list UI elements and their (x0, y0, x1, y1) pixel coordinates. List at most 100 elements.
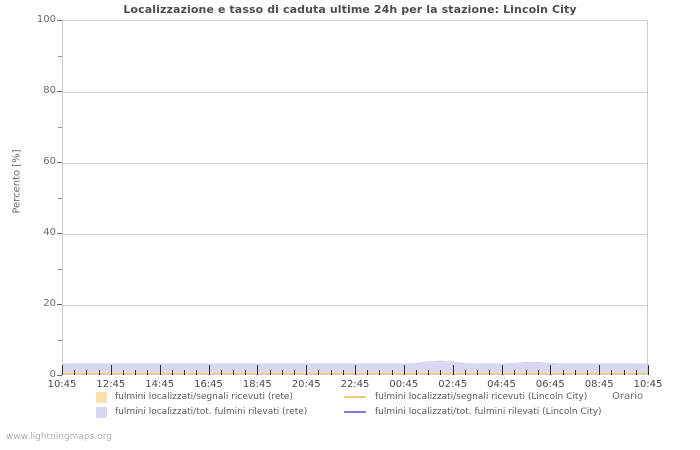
y-major-tick (57, 20, 62, 21)
x-minor-tick (477, 370, 478, 375)
watermark: www.lightningmaps.org (6, 432, 112, 442)
x-minor-tick (196, 370, 197, 375)
y-tick-label: 60 (43, 156, 56, 167)
x-minor-tick (74, 370, 75, 375)
x-major-tick (648, 365, 649, 375)
legend-row: fulmini localizzati/tot. fulmini rilevat… (96, 405, 616, 419)
legend-entry[interactable]: fulmini localizzati/segnali ricevuti (re… (96, 390, 293, 404)
x-tick-label: 18:45 (242, 379, 272, 390)
x-minor-tick (416, 370, 417, 375)
x-minor-tick (636, 370, 637, 375)
y-tick-label: 40 (43, 227, 56, 238)
x-major-tick (599, 365, 600, 375)
legend-label: fulmini localizzati/tot. fulmini rilevat… (115, 406, 308, 417)
y-major-tick (57, 91, 62, 92)
y-tick-label: 0 (49, 369, 56, 380)
series-layer (63, 360, 647, 374)
x-minor-tick (563, 370, 564, 375)
x-major-tick (257, 365, 258, 375)
x-major-tick (550, 365, 551, 375)
y-major-tick (57, 233, 62, 234)
x-tick-label: 08:45 (584, 379, 614, 390)
x-major-tick (62, 365, 63, 375)
y-tick-label: 20 (43, 298, 56, 309)
x-tick-label: 00:45 (389, 379, 419, 390)
x-tick-label: 02:45 (438, 379, 468, 390)
x-minor-tick (123, 370, 124, 375)
x-minor-tick (294, 370, 295, 375)
y-minor-tick (58, 268, 62, 270)
x-minor-tick (526, 370, 527, 375)
y-axis-title: Percento [%] (11, 149, 23, 214)
x-minor-tick (379, 370, 380, 375)
x-tick-label: 10:45 (633, 379, 663, 390)
x-minor-tick (184, 370, 185, 375)
x-minor-tick (465, 370, 466, 375)
x-minor-tick (489, 370, 490, 375)
x-minor-tick (611, 370, 612, 375)
y-minor-tick (58, 339, 62, 341)
legend-entry[interactable]: fulmini localizzati/tot. fulmini rilevat… (344, 405, 602, 419)
x-major-tick (453, 365, 454, 375)
x-minor-tick (538, 370, 539, 375)
legend-swatch-icon (96, 406, 107, 418)
x-minor-tick (86, 370, 87, 375)
x-minor-tick (428, 370, 429, 375)
x-minor-tick (392, 370, 393, 375)
x-tick-label: 22:45 (340, 379, 370, 390)
x-tick-label: 10:45 (47, 379, 77, 390)
x-tick-label: 06:45 (535, 379, 565, 390)
x-tick-label: 04:45 (487, 379, 516, 390)
gridline (63, 305, 647, 306)
legend-line-icon (344, 396, 366, 398)
x-minor-tick (135, 370, 136, 375)
y-minor-tick (58, 197, 62, 199)
y-tick-label: 100 (36, 14, 56, 25)
legend-swatch-icon (96, 391, 107, 403)
x-tick-label: 12:45 (96, 379, 126, 390)
y-tick-label: 80 (43, 85, 56, 96)
x-major-tick (404, 365, 405, 375)
plot-area (62, 20, 648, 375)
x-minor-tick (343, 370, 344, 375)
y-major-tick (57, 375, 62, 376)
legend-label: fulmini localizzati/tot. fulmini rilevat… (375, 406, 602, 417)
x-axis-title: Orario (612, 391, 644, 402)
legend-entry[interactable]: fulmini localizzati/tot. fulmini rilevat… (96, 405, 307, 419)
x-major-tick (502, 365, 503, 375)
x-minor-tick (514, 370, 515, 375)
gridline (63, 234, 647, 235)
chart-title: Localizzazione e tasso di caduta ultime … (123, 3, 577, 16)
x-tick-label: 20:45 (291, 379, 321, 390)
x-minor-tick (331, 370, 332, 375)
y-axis: 0 20 40 60 80 100 (0, 0, 56, 450)
y-major-tick (57, 304, 62, 305)
legend-entry[interactable]: fulmini localizzati/segnali ricevuti (Li… (344, 390, 587, 404)
x-minor-tick (367, 370, 368, 375)
x-major-tick (160, 365, 161, 375)
x-minor-tick (233, 370, 234, 375)
x-minor-tick (282, 370, 283, 375)
x-minor-tick (147, 370, 148, 375)
legend-line-icon (344, 411, 366, 413)
x-major-tick (111, 365, 112, 375)
legend-label: fulmini localizzati/segnali ricevuti (re… (115, 391, 293, 402)
x-major-tick (355, 365, 356, 375)
gridlines (63, 21, 647, 374)
x-minor-tick (270, 370, 271, 375)
x-minor-tick (245, 370, 246, 375)
x-major-tick (209, 365, 210, 375)
x-tick-label: 14:45 (145, 379, 175, 390)
x-minor-tick (172, 370, 173, 375)
legend-label: fulmini localizzati/segnali ricevuti (Li… (375, 391, 588, 402)
x-minor-tick (587, 370, 588, 375)
y-major-tick (57, 162, 62, 163)
y-minor-tick (58, 55, 62, 57)
gridline (63, 92, 647, 93)
x-minor-tick (575, 370, 576, 375)
x-minor-tick (440, 370, 441, 375)
legend-row: fulmini localizzati/segnali ricevuti (re… (96, 390, 616, 404)
x-minor-tick (221, 370, 222, 375)
x-minor-tick (624, 370, 625, 375)
